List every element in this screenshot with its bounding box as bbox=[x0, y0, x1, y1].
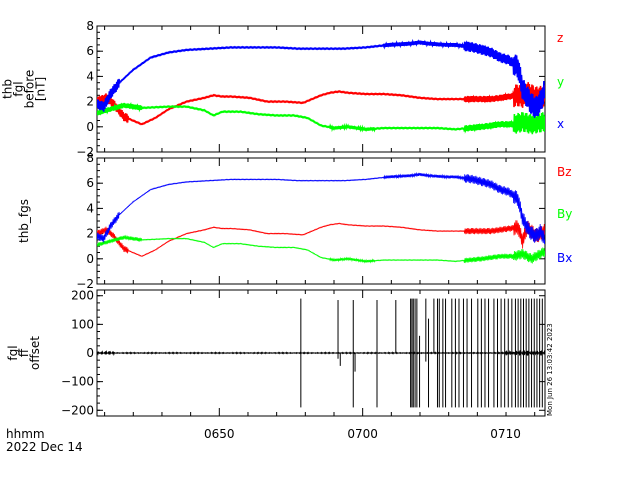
data-series bbox=[97, 38, 545, 408]
y-tick-label-2-0: −200 bbox=[61, 403, 94, 417]
y-tick-label-0-3: 4 bbox=[86, 69, 94, 83]
y-tick-label-0-2: 2 bbox=[86, 95, 94, 109]
y-tick-label-0-4: 6 bbox=[86, 44, 94, 58]
legend-label-z: z bbox=[557, 31, 563, 45]
y-tick-label-1-3: 4 bbox=[86, 201, 94, 215]
y-tick-label-1-5: 8 bbox=[86, 151, 94, 165]
series-0-y bbox=[97, 101, 545, 135]
y-axis-title-0-3: [nT] bbox=[34, 77, 48, 101]
y-axis-title-1-0: thb_fgs bbox=[17, 199, 31, 243]
x-axis-date-label: 2022 Dec 14 bbox=[6, 440, 83, 454]
legend-label-y: y bbox=[557, 75, 564, 89]
timestamp-stamp: Mon Jun 26 13:03:42 2023 bbox=[546, 323, 554, 416]
y-tick-label-0-1: 0 bbox=[86, 120, 94, 134]
panel-2-series bbox=[97, 298, 545, 408]
y-tick-label-2-1: −100 bbox=[61, 375, 94, 389]
axis-labels: −202468thbfglbefore[nT]zyx−202468thb_fgs… bbox=[1, 19, 573, 441]
y-tick-label-0-0: −2 bbox=[76, 145, 94, 159]
y-tick-label-0-5: 8 bbox=[86, 19, 94, 33]
series-offset-baseline bbox=[97, 349, 545, 357]
x-axis-time-label: hhmm bbox=[6, 427, 45, 441]
legend-label-Bx: Bx bbox=[557, 251, 572, 265]
y-tick-label-1-4: 6 bbox=[86, 176, 94, 190]
y-tick-label-1-2: 2 bbox=[86, 227, 94, 241]
series-0-z bbox=[97, 82, 545, 126]
panel-1-series bbox=[97, 171, 545, 264]
panel-0-series bbox=[97, 38, 545, 135]
x-tick-label-0: 0650 bbox=[204, 427, 235, 441]
x-tick-label-2: 0710 bbox=[490, 427, 521, 441]
y-tick-label-2-3: 100 bbox=[71, 317, 94, 331]
panel-frame-1 bbox=[96, 157, 546, 285]
series-1-By bbox=[97, 234, 545, 264]
y-tick-label-2-2: 0 bbox=[86, 346, 94, 360]
y-tick-label-1-0: −2 bbox=[76, 277, 94, 291]
series-1-Bx bbox=[97, 171, 545, 245]
series-0-x bbox=[97, 38, 545, 118]
y-axis-title-0-2: before bbox=[23, 70, 37, 109]
y-axis-title-2-0: fgl bbox=[6, 345, 20, 360]
y-axis-title-0-0: thb bbox=[1, 79, 15, 99]
y-tick-label-1-1: 0 bbox=[86, 252, 94, 266]
y-axis-title-2-1: ff bbox=[17, 348, 31, 357]
legend-label-x: x bbox=[557, 117, 564, 131]
y-tick-label-2-4: 200 bbox=[71, 289, 94, 303]
y-axis-title-2-2: offset bbox=[28, 336, 42, 370]
legend-label-By: By bbox=[557, 207, 572, 221]
series-1-Bz bbox=[97, 220, 545, 257]
y-axis-title-0-1: fgl bbox=[12, 81, 26, 96]
legend-label-Bz: Bz bbox=[557, 165, 572, 179]
x-tick-label-1: 0700 bbox=[347, 427, 378, 441]
